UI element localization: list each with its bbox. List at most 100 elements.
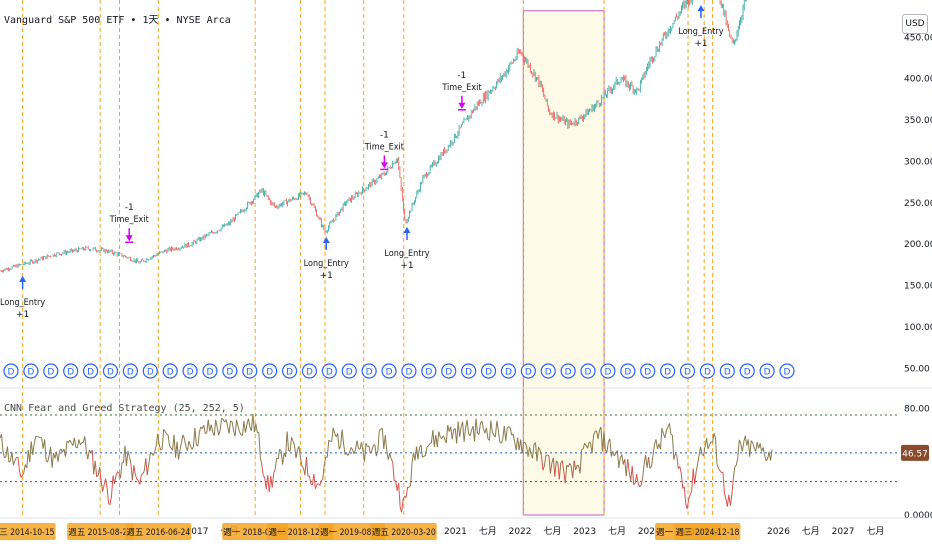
fg-tick-label: 80.00 <box>904 404 930 414</box>
dividend-circle <box>540 363 556 379</box>
dividend-marker-3: D <box>63 363 79 379</box>
dividend-label: D <box>8 368 15 378</box>
fg-segment-488 <box>723 493 727 499</box>
date-badge-label: 週一 2018-12-24 <box>268 528 332 538</box>
fg-segment-229 <box>338 445 342 450</box>
dividend-marker-17: D <box>341 363 357 379</box>
date-badge-8: 週三 2024-12-18 <box>674 523 741 540</box>
fg-segment-254 <box>375 450 379 457</box>
fg-segment-216 <box>319 481 322 486</box>
long-arrow-head <box>403 227 411 234</box>
fg-segment-463 <box>686 498 690 509</box>
dividend-marker-2: D <box>43 363 59 379</box>
dividend-label: D <box>644 368 651 378</box>
fg-segment-128 <box>188 440 191 446</box>
dividend-circle <box>222 363 238 379</box>
date-badge-bg <box>319 523 386 540</box>
fg-segment-485 <box>719 470 722 473</box>
fg-segment-127 <box>186 441 190 451</box>
trade-annotation-3: Time_Exit -1 <box>364 130 404 171</box>
date-badge-bg <box>674 523 741 540</box>
last-value-badge: 46.57 <box>901 444 929 461</box>
fg-segment-55 <box>79 442 83 446</box>
x-tick-label: 七月 <box>866 526 884 537</box>
fg-segment-374 <box>554 460 557 477</box>
x-tick-label: 2027 <box>832 527 855 537</box>
fg-segment-143 <box>210 424 214 433</box>
fg-segment-157 <box>231 421 235 431</box>
dividend-marker-25: D <box>500 363 517 379</box>
fg-segment-189 <box>279 448 282 452</box>
fg-segment-469 <box>695 463 699 472</box>
dividend-label: D <box>485 368 492 378</box>
fg-segment-106 <box>155 433 159 446</box>
fg-segment-63 <box>91 449 95 475</box>
fg-segment-435 <box>645 454 648 468</box>
price-tick-label: 200.00 <box>904 240 932 250</box>
fg-segment-231 <box>341 429 345 445</box>
dividend-label: D <box>27 368 34 378</box>
fg-segment-7 <box>8 460 11 463</box>
currency-badge[interactable]: USD <box>902 14 928 34</box>
fg-segment-467 <box>692 468 696 484</box>
fg-segment-29 <box>41 437 44 449</box>
fg-segment-193 <box>285 431 288 458</box>
fg-segment-342 <box>506 426 510 429</box>
fg-segment-482 <box>714 437 718 465</box>
fg-segment-225 <box>332 427 336 434</box>
dividend-circle <box>281 363 298 379</box>
fg-segment-145 <box>213 419 217 436</box>
fg-segment-484 <box>718 468 721 472</box>
fg-segment-371 <box>549 462 553 474</box>
fg-segment-78 <box>114 475 117 484</box>
dividend-label: D <box>465 368 472 378</box>
fg-segment-383 <box>567 463 571 468</box>
fg-segment-411 <box>609 438 612 457</box>
fg-segment-22 <box>30 441 34 455</box>
dividend-circle <box>699 363 716 379</box>
long-entry-qty: +1 <box>694 39 707 49</box>
indicator-title[interactable]: CNN Fear and Greed Strategy (25, 252, 5) <box>4 403 245 414</box>
dividend-circle <box>321 363 337 379</box>
fg-segment-138 <box>203 425 206 434</box>
dividend-circle <box>182 363 198 379</box>
fg-segment-286 <box>423 455 426 457</box>
fg-segment-19 <box>26 449 29 468</box>
fg-segment-512 <box>759 443 763 452</box>
fg-segment-147 <box>216 427 220 436</box>
dividend-marker-11: D <box>222 363 238 379</box>
fg-segment-426 <box>631 466 635 485</box>
date-badge-label: 週五 2016-06-24 <box>126 528 190 538</box>
fg-segment-409 <box>606 441 609 453</box>
price-series-layer <box>0 0 748 273</box>
fg-segment-321 <box>475 418 478 434</box>
fg-segment-236 <box>349 447 352 453</box>
fg-segment-310 <box>459 426 462 437</box>
fg-segment-432 <box>640 477 644 486</box>
dividend-label: D <box>704 368 711 378</box>
fg-segment-150 <box>221 417 224 420</box>
fg-segment-494 <box>732 466 736 479</box>
fg-segment-490 <box>726 494 730 507</box>
long-arrow-head <box>697 5 705 12</box>
dividend-marker-39: D <box>779 363 795 379</box>
fg-segment-212 <box>313 474 316 489</box>
dividend-marker-22: D <box>441 363 457 379</box>
dividend-circle <box>640 363 656 379</box>
fg-segment-95 <box>139 474 142 485</box>
fg-segment-304 <box>450 426 453 440</box>
long-entry-qty: +1 <box>16 310 29 320</box>
date-badge-bg <box>370 523 437 540</box>
fg-segment-496 <box>735 457 739 466</box>
dividend-marker-19: D <box>381 363 397 379</box>
dividend-circle <box>421 363 437 379</box>
fg-segment-191 <box>282 452 285 465</box>
fg-segment-389 <box>576 464 579 467</box>
x-tick-label: 七月 <box>479 526 497 537</box>
fg-segment-121 <box>178 449 181 460</box>
fg-segment-309 <box>457 421 461 437</box>
fg-segment-65 <box>94 460 98 477</box>
price-tick-label: 150.00 <box>904 282 932 292</box>
dividend-label: D <box>505 368 512 378</box>
